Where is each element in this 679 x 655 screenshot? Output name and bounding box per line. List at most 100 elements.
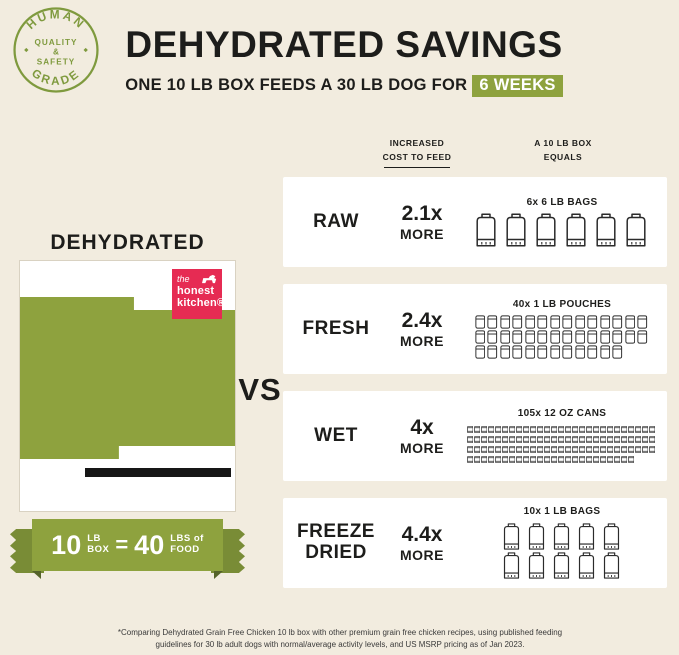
box-front-panel xyxy=(20,297,235,459)
can-icon xyxy=(480,435,488,444)
page-subtitle: ONE 10 LB BOX FEEDS A 30 LB DOG FOR 6 WEE… xyxy=(104,75,584,97)
can-icon xyxy=(641,425,649,434)
vs-label: VS xyxy=(238,372,282,407)
can-icon xyxy=(571,445,579,454)
can-icon-grid xyxy=(466,424,658,464)
pouch-icon-grid xyxy=(474,315,651,360)
page-title: DEHYDRATED SAVINGS xyxy=(125,24,563,65)
row-equals: 10x 1 LB BAGS xyxy=(465,506,667,580)
ribbon-unit-lbs-of: LBS of xyxy=(170,533,204,545)
pouch-icon xyxy=(562,315,573,329)
cost-more-label: MORE xyxy=(400,547,444,563)
can-icon xyxy=(606,445,614,454)
can-icon xyxy=(557,445,565,454)
pouch-icon xyxy=(512,315,523,329)
bag-small-icon xyxy=(526,523,547,550)
can-icon xyxy=(627,435,635,444)
pouch-icon xyxy=(499,345,511,359)
can-icon xyxy=(529,435,537,444)
can-icon xyxy=(620,435,628,444)
can-icon xyxy=(536,435,544,444)
can-icon xyxy=(508,435,516,444)
can-icon xyxy=(543,425,551,434)
bag-small-icon xyxy=(551,523,572,550)
can-icon xyxy=(550,455,558,464)
can-icon xyxy=(641,445,649,454)
can-icon xyxy=(648,425,656,434)
pouch-icon xyxy=(612,315,623,329)
can-icon xyxy=(578,445,586,454)
ribbon-fold-left xyxy=(32,571,41,579)
row-equals: 105x 12 OZ CANS xyxy=(465,408,667,464)
can-icon xyxy=(522,435,530,444)
can-icon xyxy=(620,425,628,434)
can-icon xyxy=(641,435,649,444)
badge-top-text: HUMAN xyxy=(24,8,85,32)
pouch-icon xyxy=(587,330,598,344)
can-icon xyxy=(473,425,481,434)
row-cost: 4x MORE xyxy=(379,416,465,456)
cost-multiplier: 4.4x xyxy=(401,523,443,546)
can-icon xyxy=(466,455,474,464)
can-icon xyxy=(599,435,607,444)
pouch-icon xyxy=(487,330,498,344)
row-label: RAW xyxy=(313,210,359,232)
bag-large-icon xyxy=(533,213,559,247)
pouch-icon xyxy=(499,315,511,329)
can-icon xyxy=(522,425,530,434)
can-icon xyxy=(473,435,481,444)
can-icon xyxy=(627,445,635,454)
pouch-icon xyxy=(574,330,586,344)
equals-label: 105x 12 OZ CANS xyxy=(517,408,607,419)
row-equals: 6x 6 LB BAGS xyxy=(465,197,667,247)
pouch-icon xyxy=(637,330,648,344)
cost-more-label: MORE xyxy=(400,440,444,456)
equals-label: 40x 1 LB POUCHES xyxy=(512,298,612,310)
can-icon xyxy=(627,425,635,434)
pouch-icon xyxy=(587,315,598,329)
can-icon xyxy=(487,445,495,454)
row-label: FRESH xyxy=(302,317,370,339)
column-header-equals: A 10 LB BOX EQUALS xyxy=(534,138,592,162)
ribbon-unit-lb: LB xyxy=(87,533,101,545)
can-icon xyxy=(494,445,502,454)
can-icon xyxy=(480,445,488,454)
equals-label: 10x 1 LB BAGS xyxy=(523,506,601,517)
pouch-icon xyxy=(524,315,536,329)
can-icon xyxy=(578,455,586,464)
pouch-icon xyxy=(512,330,523,344)
comparison-table: RAW 2.1x MORE 6x 6 LB BAGS FRESH 2.4x MO… xyxy=(283,177,667,605)
pouch-icon xyxy=(474,330,486,344)
can-icon xyxy=(592,425,600,434)
footnote: *Comparing Dehydrated Grain Free Chicken… xyxy=(117,628,563,649)
pouch-icon xyxy=(612,330,623,344)
can-icon xyxy=(515,425,523,434)
can-icon xyxy=(557,435,565,444)
can-icon xyxy=(592,445,600,454)
pouch-icon xyxy=(562,330,573,344)
bag-small-icon xyxy=(501,523,522,550)
can-icon xyxy=(613,425,621,434)
badge-quality-text: QUALITY xyxy=(34,38,77,47)
pouch-icon xyxy=(524,330,536,344)
six-weeks-highlight: 6 WEEKS xyxy=(472,75,563,97)
pouch-icon xyxy=(537,345,548,359)
can-icon xyxy=(536,455,544,464)
subtitle-text: ONE 10 LB BOX FEEDS A 30 LB DOG FOR xyxy=(125,76,468,94)
can-icon xyxy=(620,455,628,464)
pouch-icon xyxy=(599,330,611,344)
can-icon xyxy=(550,445,558,454)
comparison-row-raw: RAW 2.1x MORE 6x 6 LB BAGS xyxy=(283,177,667,267)
can-icon xyxy=(543,435,551,444)
badge-diamond-left xyxy=(24,47,29,53)
row-label: FREEZE DRIED xyxy=(297,521,375,563)
can-icon xyxy=(606,425,614,434)
can-icon xyxy=(487,455,495,464)
bag-small-icon xyxy=(601,523,622,550)
can-icon xyxy=(466,425,474,434)
box-black-stripe xyxy=(84,468,231,477)
ribbon-qty-40: 40 xyxy=(134,529,165,560)
can-icon xyxy=(634,425,642,434)
cost-multiplier: 2.4x xyxy=(401,309,443,332)
bag-large-icon xyxy=(503,213,529,247)
